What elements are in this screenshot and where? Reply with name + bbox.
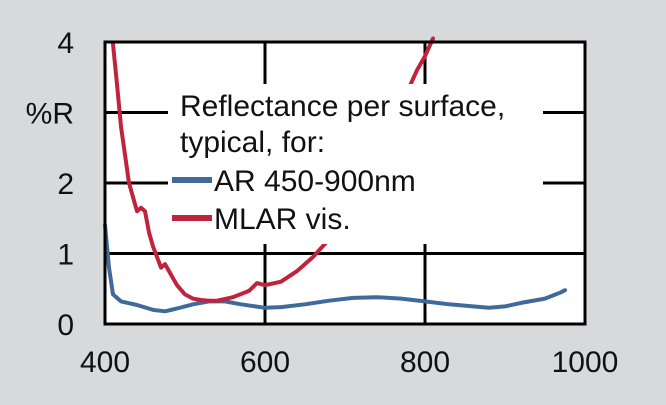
y-tick-label-0: 0 <box>57 309 74 342</box>
x-tick-label-1000: 1000 <box>552 346 619 379</box>
legend-background <box>168 84 543 244</box>
legend-title-line-1: Reflectance per surface, <box>180 90 505 123</box>
x-tick-label-800: 800 <box>400 346 450 379</box>
legend-label-mlar: MLAR vis. <box>214 203 351 236</box>
y-tick-label-3: %R <box>26 98 74 131</box>
x-axis-tick-labels: 400 600 800 1000 <box>80 346 618 379</box>
x-tick-label-400: 400 <box>80 346 130 379</box>
y-tick-label-4: 4 <box>57 27 74 60</box>
legend-label-ar: AR 450-900nm <box>214 165 416 198</box>
y-axis-tick-labels: 4 %R 2 1 0 <box>26 27 74 342</box>
y-tick-label-2: 2 <box>57 168 74 201</box>
series-line-ar-450-900nm <box>103 223 567 314</box>
x-tick-label-600: 600 <box>240 346 290 379</box>
y-tick-label-1: 1 <box>57 239 74 272</box>
legend-title-line-2: typical, for: <box>180 126 325 159</box>
plot-frame <box>103 40 587 326</box>
legend: Reflectance per surface, typical, for: A… <box>168 84 543 244</box>
